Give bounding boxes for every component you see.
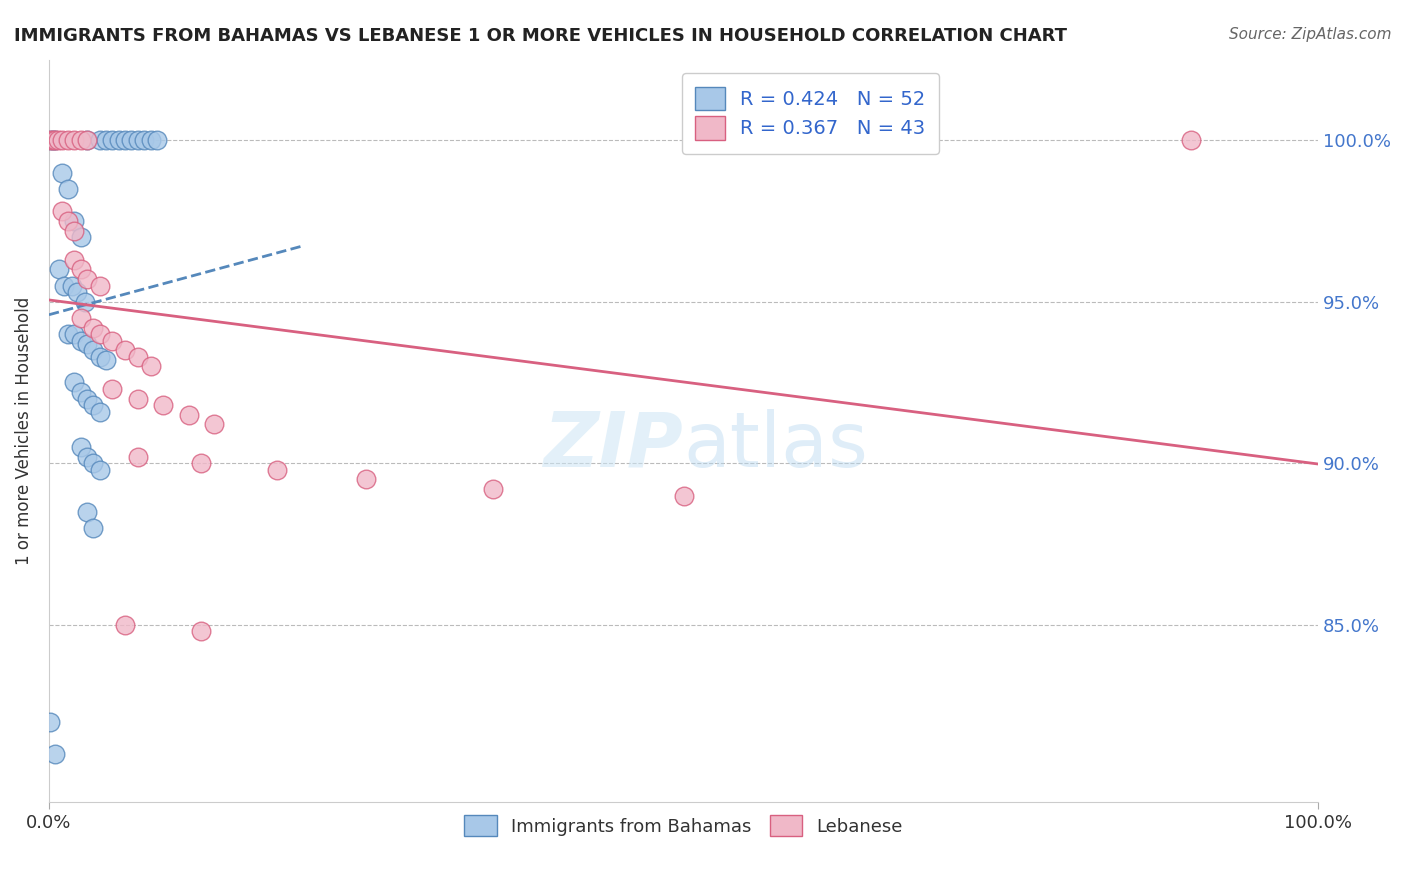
Point xyxy=(51,133,73,147)
Point xyxy=(44,747,66,761)
Point xyxy=(114,133,136,147)
Point xyxy=(42,133,65,147)
Point xyxy=(89,350,111,364)
Point xyxy=(1180,133,1202,147)
Point xyxy=(127,350,149,364)
Point xyxy=(101,334,124,348)
Point xyxy=(824,133,846,147)
Point xyxy=(152,398,174,412)
Point xyxy=(56,182,79,196)
Point xyxy=(56,214,79,228)
Point xyxy=(94,133,117,147)
Point xyxy=(69,385,91,400)
Text: ZIP: ZIP xyxy=(544,409,683,483)
Point xyxy=(114,617,136,632)
Point xyxy=(56,327,79,342)
Point xyxy=(82,320,104,334)
Legend: Immigrants from Bahamas, Lebanese: Immigrants from Bahamas, Lebanese xyxy=(456,806,912,846)
Point xyxy=(76,272,98,286)
Point xyxy=(69,230,91,244)
Point xyxy=(69,440,91,454)
Point xyxy=(56,133,79,147)
Point xyxy=(82,456,104,470)
Point xyxy=(127,133,149,147)
Y-axis label: 1 or more Vehicles in Household: 1 or more Vehicles in Household xyxy=(15,297,32,565)
Point xyxy=(46,133,69,147)
Point xyxy=(39,714,62,729)
Point xyxy=(82,398,104,412)
Point xyxy=(89,463,111,477)
Point xyxy=(139,359,162,374)
Point xyxy=(672,489,695,503)
Point xyxy=(134,133,156,147)
Point xyxy=(69,310,91,325)
Point xyxy=(76,133,98,147)
Point xyxy=(89,327,111,342)
Point xyxy=(824,133,846,147)
Point xyxy=(121,133,143,147)
Point xyxy=(190,456,212,470)
Point xyxy=(63,133,86,147)
Point xyxy=(177,408,200,422)
Point xyxy=(94,352,117,367)
Point xyxy=(53,278,76,293)
Point xyxy=(139,133,162,147)
Point xyxy=(44,133,66,147)
Point xyxy=(76,450,98,464)
Point xyxy=(76,505,98,519)
Point xyxy=(89,404,111,418)
Point xyxy=(63,252,86,267)
Point xyxy=(89,278,111,293)
Point xyxy=(51,204,73,219)
Point xyxy=(42,133,65,147)
Point xyxy=(48,262,70,277)
Point xyxy=(39,133,62,147)
Point xyxy=(107,133,129,147)
Point xyxy=(63,327,86,342)
Point xyxy=(73,294,96,309)
Point xyxy=(114,343,136,358)
Point xyxy=(69,334,91,348)
Point xyxy=(44,133,66,147)
Point xyxy=(76,392,98,406)
Point xyxy=(76,133,98,147)
Point xyxy=(127,450,149,464)
Point xyxy=(356,472,378,486)
Point xyxy=(69,133,91,147)
Point xyxy=(202,417,225,432)
Point xyxy=(190,624,212,639)
Point xyxy=(266,463,288,477)
Text: atlas: atlas xyxy=(683,409,869,483)
Point xyxy=(101,133,124,147)
Point xyxy=(60,278,83,293)
Text: IMMIGRANTS FROM BAHAMAS VS LEBANESE 1 OR MORE VEHICLES IN HOUSEHOLD CORRELATION : IMMIGRANTS FROM BAHAMAS VS LEBANESE 1 OR… xyxy=(14,27,1067,45)
Point xyxy=(101,382,124,396)
Point xyxy=(89,133,111,147)
Point xyxy=(39,133,62,147)
Point xyxy=(82,343,104,358)
Point xyxy=(63,224,86,238)
Point xyxy=(82,521,104,535)
Point xyxy=(76,336,98,351)
Point xyxy=(63,214,86,228)
Point xyxy=(482,482,505,496)
Point xyxy=(127,392,149,406)
Point xyxy=(51,166,73,180)
Point xyxy=(63,376,86,390)
Point xyxy=(66,285,89,299)
Text: Source: ZipAtlas.com: Source: ZipAtlas.com xyxy=(1229,27,1392,42)
Point xyxy=(146,133,169,147)
Point xyxy=(69,262,91,277)
